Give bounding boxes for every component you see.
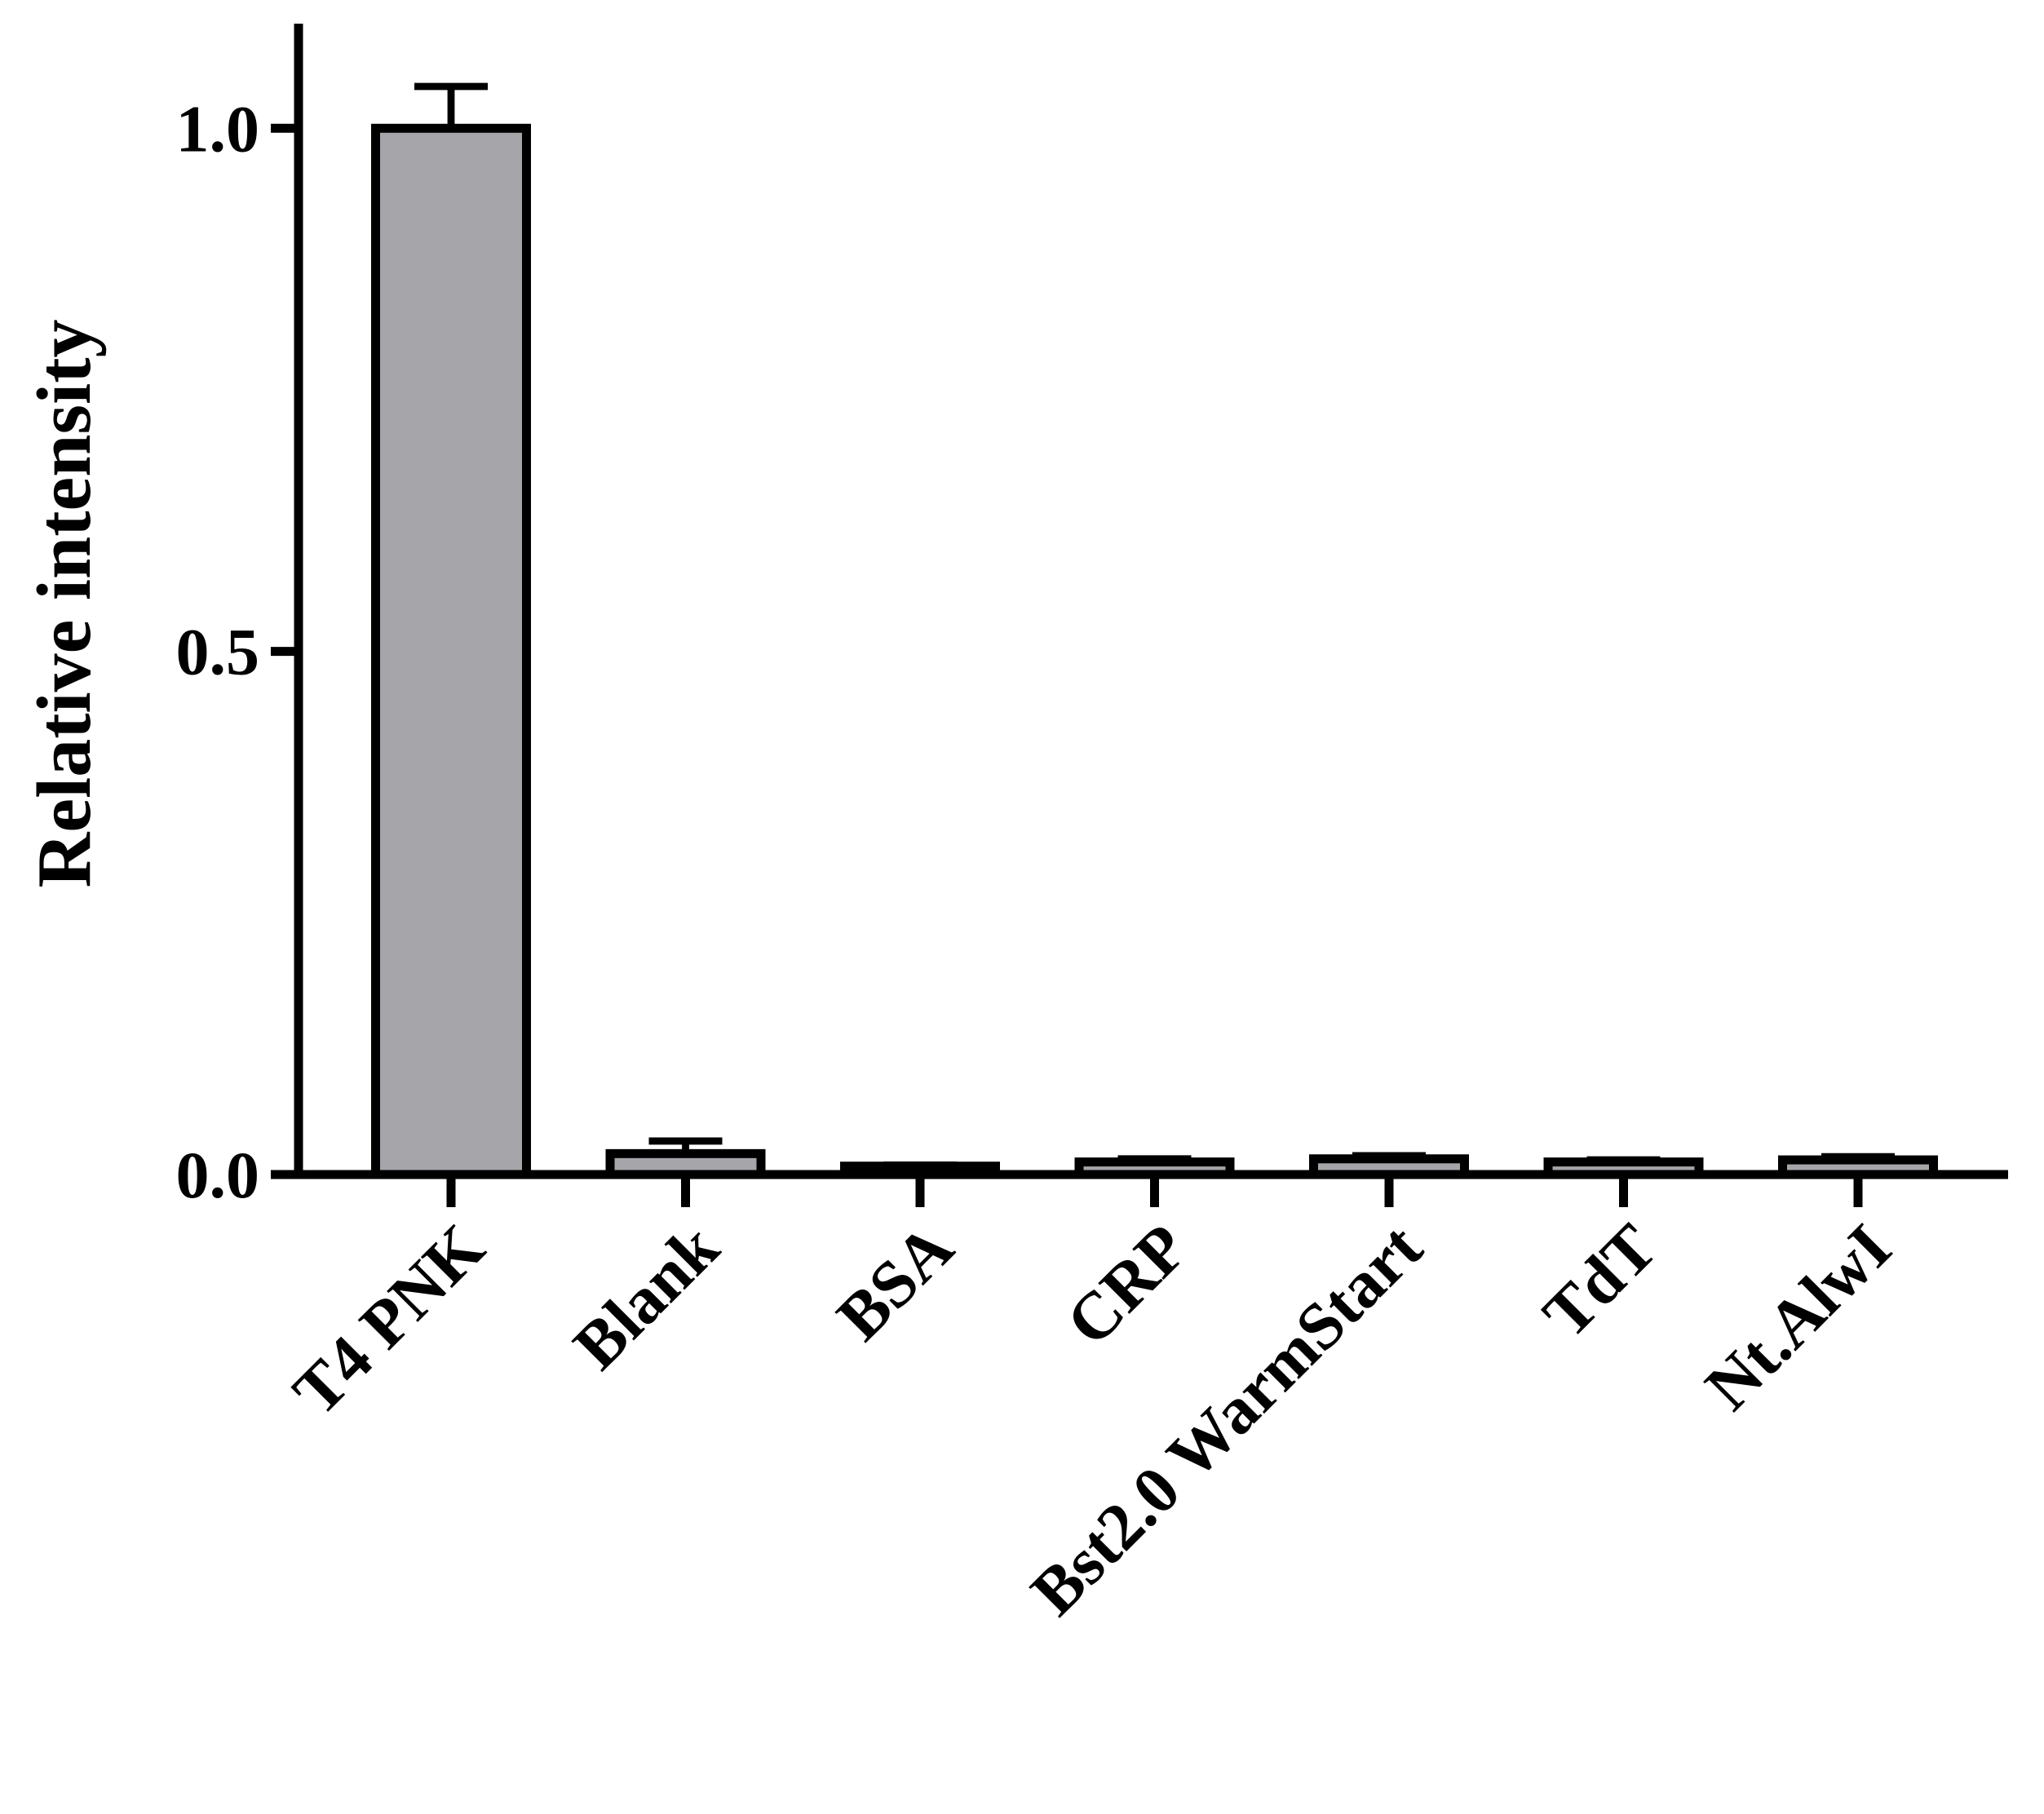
x-tick-label: CRP (1052, 1210, 1202, 1360)
y-tick-label: 1.0 (176, 91, 260, 166)
y-tick-label: 0.5 (176, 615, 260, 689)
x-tick-label: Bst2.0 WarmStart (1016, 1210, 1436, 1629)
x-tick-label: Blank (560, 1210, 733, 1383)
x-tick-label: TdT (1529, 1210, 1670, 1352)
x-tick-label: Nt.AlwI (1691, 1210, 1905, 1423)
y-axis-label: Relative intensity (22, 319, 107, 887)
bar (371, 123, 531, 1179)
x-tick-label: BSA (823, 1210, 967, 1354)
y-tick-label: 0.0 (176, 1138, 260, 1212)
x-tick-label: T4 PNK (279, 1210, 498, 1429)
